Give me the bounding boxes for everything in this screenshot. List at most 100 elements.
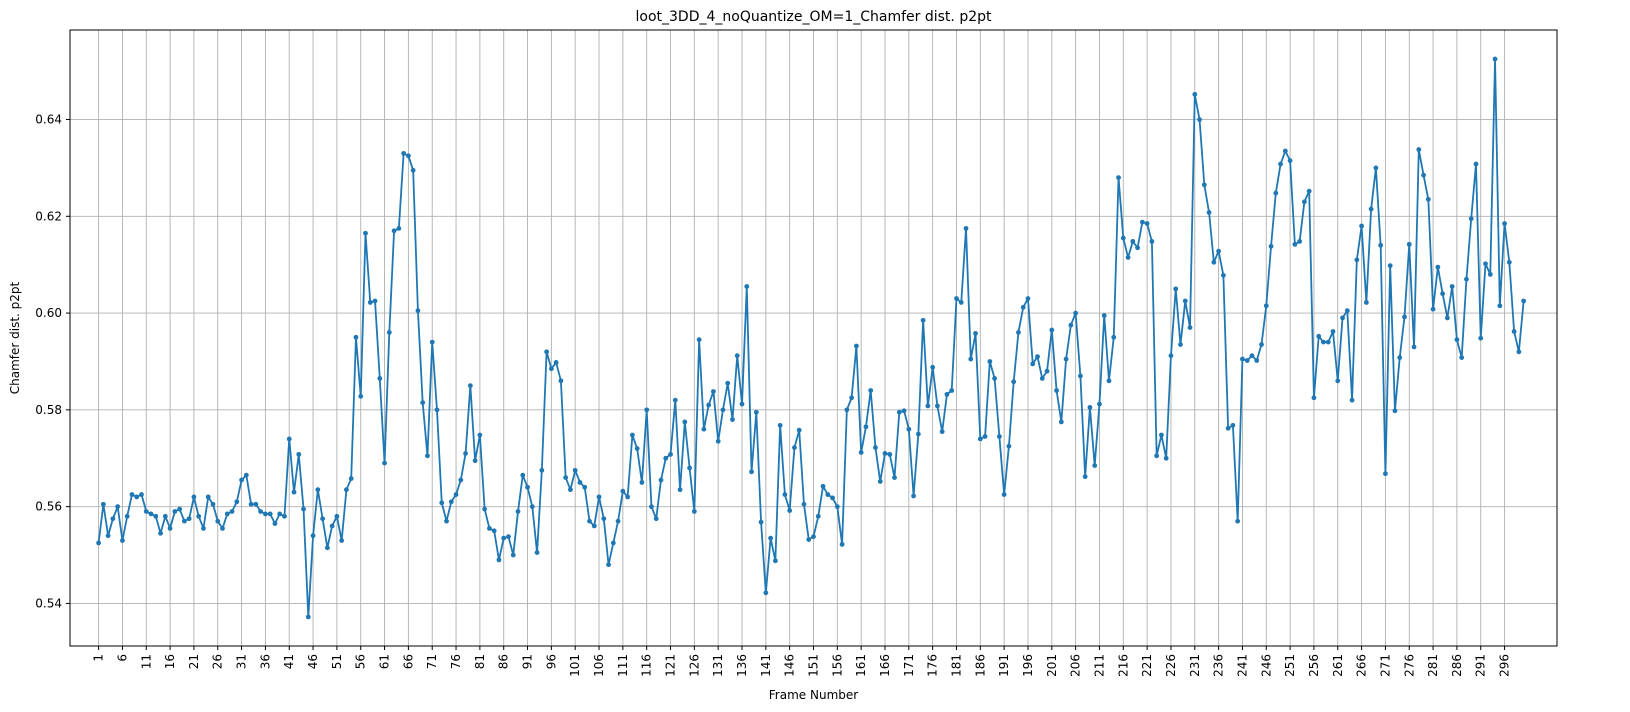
data-point xyxy=(1240,356,1245,362)
x-tick-label: 26 xyxy=(211,654,225,669)
data-point xyxy=(453,492,459,497)
x-tick-label: 71 xyxy=(425,654,439,669)
data-point xyxy=(901,408,907,414)
y-tick-label: 0.64 xyxy=(35,113,62,127)
data-point xyxy=(1211,259,1217,265)
data-point xyxy=(258,509,264,514)
x-tick-label: 271 xyxy=(1378,654,1392,677)
data-point xyxy=(420,400,426,405)
data-point xyxy=(734,353,740,359)
data-point xyxy=(129,492,135,497)
data-point xyxy=(591,523,597,529)
x-tick-label: 261 xyxy=(1331,654,1345,677)
x-tick-label: 276 xyxy=(1402,654,1416,677)
x-tick-label: 286 xyxy=(1450,654,1464,677)
data-point xyxy=(615,518,621,524)
data-point xyxy=(1168,353,1174,359)
data-point xyxy=(186,516,192,522)
data-point xyxy=(296,451,302,457)
data-point xyxy=(482,506,488,512)
data-point xyxy=(305,614,311,620)
data-point xyxy=(825,492,831,497)
data-point xyxy=(949,388,955,393)
data-point xyxy=(1464,276,1469,282)
data-point xyxy=(377,376,383,381)
data-point xyxy=(987,359,993,364)
data-point xyxy=(324,545,330,551)
data-point xyxy=(215,518,221,524)
data-point xyxy=(177,506,183,512)
data-point xyxy=(501,535,507,541)
x-tick-label: 166 xyxy=(878,654,892,677)
x-tick-label: 86 xyxy=(497,654,511,669)
data-point xyxy=(429,339,435,345)
data-point xyxy=(577,480,583,485)
data-point xyxy=(1411,344,1417,350)
data-point xyxy=(1006,443,1012,449)
data-point xyxy=(105,533,111,539)
data-point xyxy=(1483,261,1488,267)
data-point xyxy=(1016,330,1021,335)
data-point xyxy=(1506,259,1512,265)
data-point xyxy=(1082,474,1088,480)
data-point xyxy=(115,504,121,510)
data-point xyxy=(196,513,202,519)
data-point xyxy=(782,492,788,497)
x-tick-label: 201 xyxy=(1045,654,1059,677)
data-point xyxy=(1249,353,1255,359)
data-point xyxy=(472,458,478,464)
data-point xyxy=(1449,284,1455,289)
data-point xyxy=(1182,298,1188,304)
data-point xyxy=(110,516,116,522)
data-point xyxy=(763,590,769,596)
data-point xyxy=(315,487,321,493)
data-point xyxy=(629,432,635,438)
data-point xyxy=(201,526,206,531)
data-point xyxy=(558,378,564,384)
data-point xyxy=(1063,356,1069,362)
data-point xyxy=(386,330,392,335)
data-point xyxy=(877,479,883,484)
data-point xyxy=(525,484,530,490)
data-point xyxy=(515,509,521,514)
data-point xyxy=(1192,91,1198,97)
data-point xyxy=(506,534,511,540)
x-tick-label: 111 xyxy=(616,654,630,677)
x-tick-label: 31 xyxy=(235,654,249,669)
data-point xyxy=(668,451,673,457)
x-tick-label: 216 xyxy=(1116,654,1130,677)
data-point xyxy=(1425,196,1431,202)
y-axis: 0.54 0.56 0.58 0.60 0.62 0.64 xyxy=(35,113,70,610)
data-point xyxy=(777,422,783,428)
data-point xyxy=(425,453,430,459)
data-point xyxy=(1173,286,1179,292)
data-point xyxy=(329,523,335,529)
data-point xyxy=(634,446,640,451)
data-point xyxy=(787,508,793,513)
data-point xyxy=(730,417,735,422)
data-point xyxy=(1297,239,1303,244)
data-point xyxy=(682,419,688,425)
data-point xyxy=(1130,239,1136,244)
data-point xyxy=(310,533,316,539)
data-point xyxy=(677,487,683,493)
data-point xyxy=(1340,315,1345,321)
data-point xyxy=(920,317,926,323)
data-point xyxy=(243,472,249,478)
data-point xyxy=(1521,298,1527,304)
data-point xyxy=(906,426,912,432)
data-point xyxy=(553,360,559,365)
data-point xyxy=(1163,455,1169,461)
data-point xyxy=(1302,199,1307,205)
data-point xyxy=(939,429,945,435)
data-point xyxy=(1354,257,1360,263)
data-point xyxy=(768,535,774,541)
y-tick-label: 0.62 xyxy=(35,209,62,223)
x-tick-label: 241 xyxy=(1235,654,1249,677)
x-tick-label: 36 xyxy=(258,654,272,669)
data-point xyxy=(162,513,168,519)
x-tick-label: 161 xyxy=(854,654,868,677)
data-point xyxy=(1073,310,1079,316)
data-point xyxy=(1206,210,1212,215)
x-tick-label: 96 xyxy=(544,654,558,669)
